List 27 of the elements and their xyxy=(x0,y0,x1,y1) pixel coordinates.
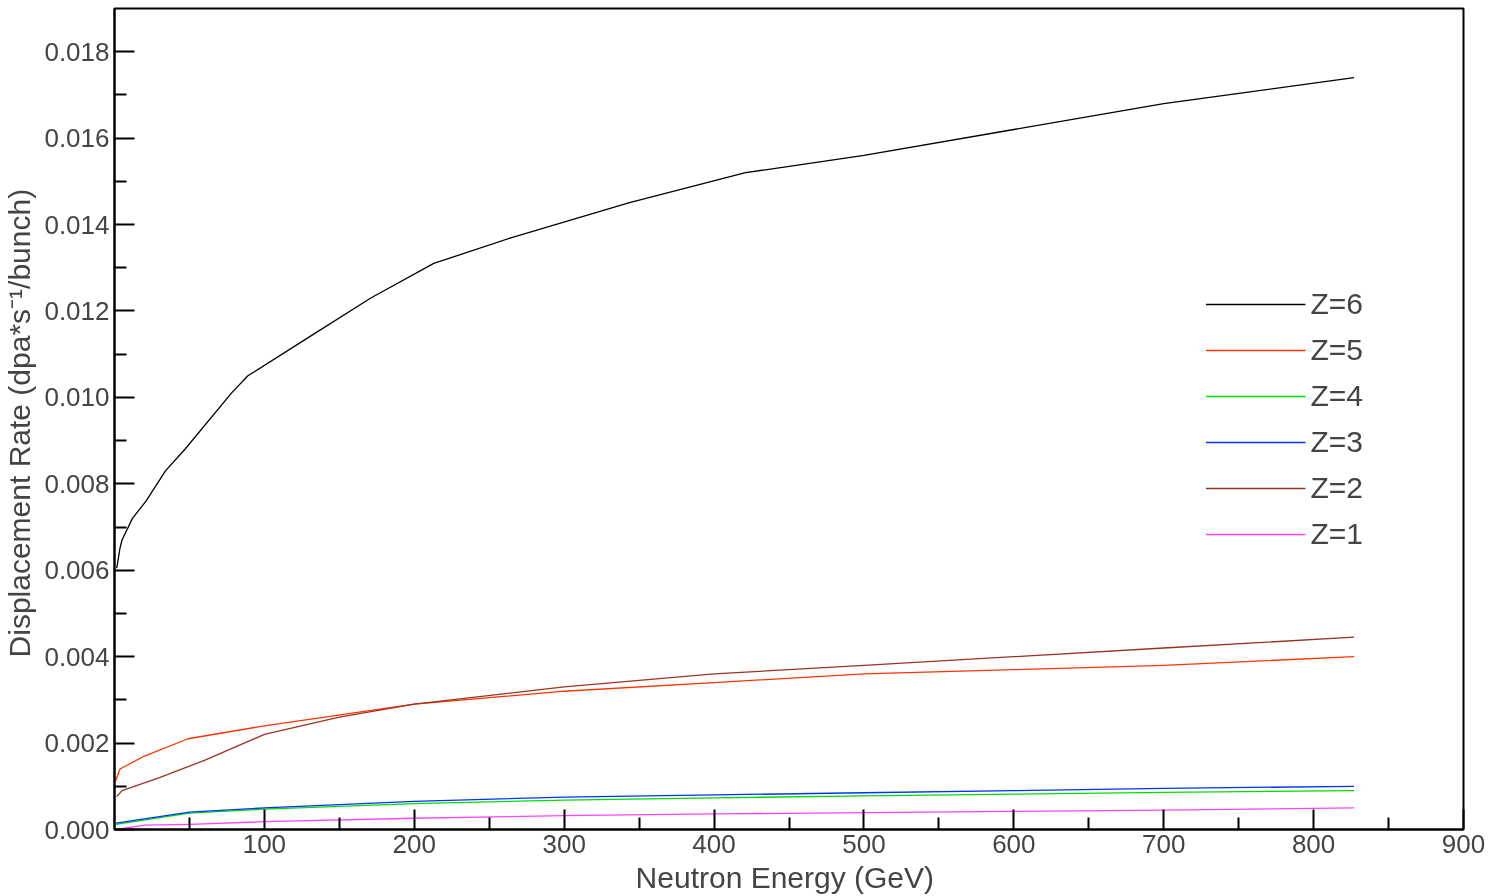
legend-label: Z=6 xyxy=(1310,285,1363,322)
legend-label: Z=1 xyxy=(1310,515,1363,552)
y-tick-label: 0.006 xyxy=(44,555,110,586)
y-tick-label: 0.014 xyxy=(44,209,110,240)
x-tick-label: 200 xyxy=(392,828,436,859)
y-tick-label: 0.002 xyxy=(44,728,110,759)
x-tick-label: 900 xyxy=(1441,828,1486,859)
x-tick-label: 800 xyxy=(1291,828,1336,859)
y-tick-label: 0.016 xyxy=(44,123,110,154)
legend-label: Z=3 xyxy=(1310,423,1363,460)
x-tick-label: 100 xyxy=(242,828,287,859)
y-tick-label: 0.004 xyxy=(44,641,110,672)
x-axis-title: Neutron Energy (GeV) xyxy=(635,860,935,894)
y-tick-label: 0.018 xyxy=(44,36,110,67)
y-tick-label: 0.008 xyxy=(44,468,110,499)
y-axis-title: Displacement Rate (dpa*s⁻¹/bunch) xyxy=(3,188,37,658)
x-tick-label: 700 xyxy=(1142,828,1186,859)
y-tick-label: 0.012 xyxy=(44,295,110,326)
legend-label: Z=4 xyxy=(1310,377,1363,414)
legend-label: Z=5 xyxy=(1310,331,1363,368)
y-tick-label: 0.010 xyxy=(44,382,110,413)
x-tick-label: 300 xyxy=(542,828,586,859)
x-tick-label: 600 xyxy=(992,828,1036,859)
legend-label: Z=2 xyxy=(1310,469,1363,506)
x-tick-label: 400 xyxy=(692,828,736,859)
y-tick-label: 0.000 xyxy=(44,814,110,845)
x-tick-label: 500 xyxy=(842,828,886,859)
